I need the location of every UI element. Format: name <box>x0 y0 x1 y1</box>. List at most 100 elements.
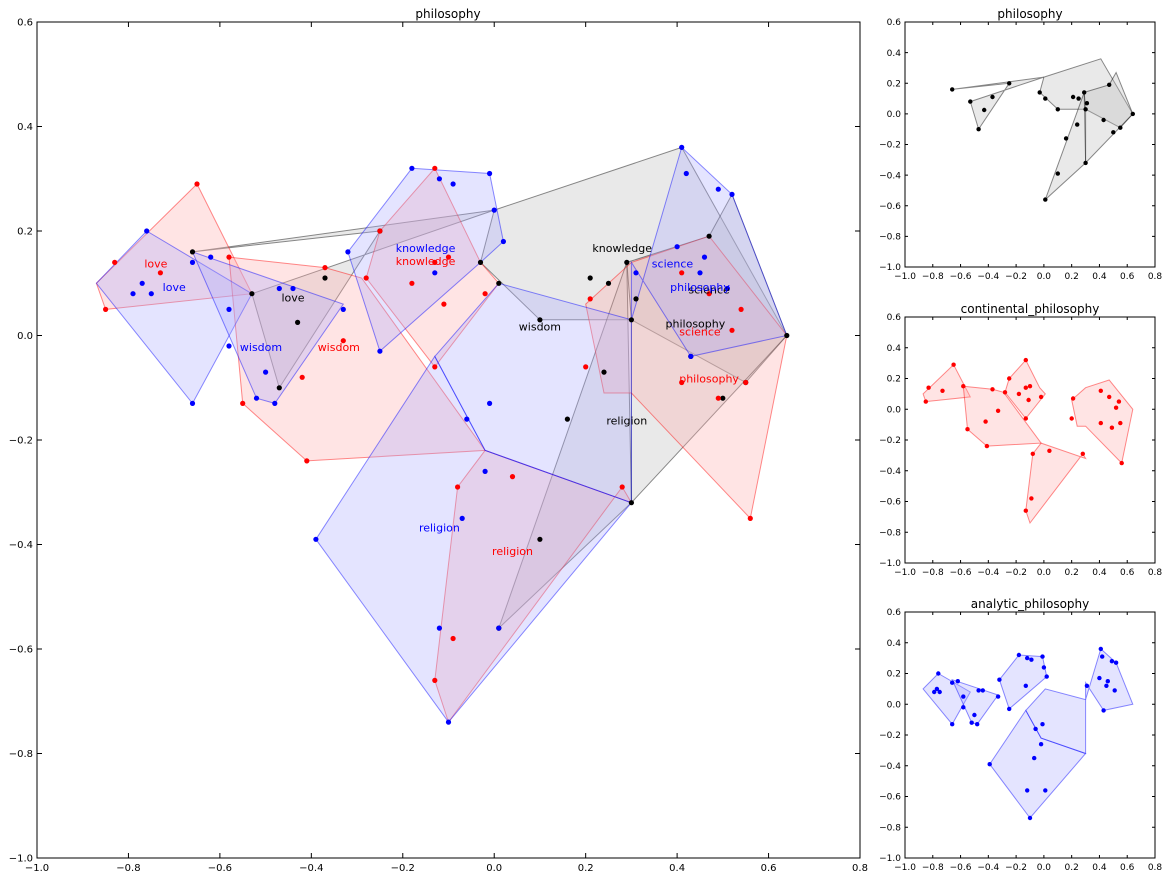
main-title: philosophy <box>415 7 480 21</box>
black-hull <box>952 76 1045 131</box>
blue-point <box>313 536 319 542</box>
blue-point <box>934 686 940 692</box>
black-point <box>1118 125 1123 130</box>
red-point <box>304 458 310 464</box>
red-point <box>995 408 1001 413</box>
blue-point <box>1023 683 1028 688</box>
black-point <box>1043 96 1048 101</box>
black-point <box>624 259 630 265</box>
black-point <box>537 536 543 542</box>
black-point <box>189 249 196 255</box>
x-tick-label: 0.2 <box>1065 568 1079 578</box>
red-point <box>679 270 685 276</box>
blue-point <box>1100 654 1105 659</box>
black-point <box>496 280 502 286</box>
red-hull <box>922 363 972 403</box>
red-point <box>1070 396 1076 401</box>
blue-point <box>1038 742 1044 747</box>
blue-point <box>969 720 974 725</box>
red-point <box>509 474 516 480</box>
red-point <box>990 387 995 392</box>
red-point <box>1109 425 1115 430</box>
black-point <box>1043 197 1048 202</box>
blue-point <box>1033 726 1038 732</box>
blue-point <box>450 181 456 187</box>
black-point <box>537 317 543 323</box>
blue-point <box>633 270 639 276</box>
blue-point <box>432 270 438 276</box>
black-point <box>1055 171 1061 176</box>
y-tick-label: 0.4 <box>887 639 902 649</box>
red-hull <box>585 235 788 520</box>
blue-point <box>482 468 488 474</box>
red-point <box>1030 451 1036 456</box>
blue-point <box>130 291 136 297</box>
blue-point <box>683 170 689 177</box>
blue-word-label: knowledge <box>396 242 456 255</box>
black-point <box>276 385 282 391</box>
red-point <box>738 306 744 312</box>
black-point <box>587 275 593 281</box>
blue-point <box>340 306 346 312</box>
blue-point <box>961 694 966 699</box>
y-tick-label: −0.8 <box>879 528 901 538</box>
blue-point <box>980 688 985 693</box>
blue-point <box>1025 788 1030 793</box>
blue-point <box>679 144 685 150</box>
blue-point <box>263 369 269 375</box>
red-point <box>961 384 966 389</box>
blue-point <box>1040 722 1045 727</box>
y-tick-label: −0.6 <box>879 498 901 508</box>
x-tick-label: 0.6 <box>1120 568 1135 578</box>
axes-frame <box>904 21 1156 268</box>
black-point <box>1083 160 1088 166</box>
x-tick-label: −0.2 <box>1005 272 1027 282</box>
blue-point <box>1104 683 1109 688</box>
blue-point <box>674 244 680 250</box>
x-tick-label: −1.0 <box>894 568 916 578</box>
x-tick-label: 0.2 <box>1065 863 1079 873</box>
black-point <box>1084 101 1090 106</box>
red-point <box>432 364 438 370</box>
red-point <box>926 385 931 390</box>
red-point <box>1023 385 1028 390</box>
black-point <box>976 127 981 132</box>
x-tick-label: 0.0 <box>1037 568 1052 578</box>
y-tick-label: −0.8 <box>879 233 901 243</box>
y-tick-label: −0.2 <box>879 731 901 741</box>
black-point <box>1082 90 1087 95</box>
plot-small-continental-philosophy: continental_philosophy −1.0 −0.8 −0.6 −0.4−… <box>879 302 1162 578</box>
blue-point <box>715 186 721 192</box>
blue-point <box>975 722 980 727</box>
blue-point <box>1029 657 1034 662</box>
blue-word-label: philosophy <box>670 281 730 294</box>
red-point <box>965 427 970 432</box>
red-point <box>715 395 721 401</box>
x-tick-label: −0.8 <box>922 272 944 282</box>
blue-point <box>729 191 735 197</box>
blue-hull <box>1025 688 1087 755</box>
blue-point <box>144 228 150 234</box>
black-point <box>1083 107 1088 112</box>
red-point <box>729 327 735 333</box>
x-tick-label: 0.2 <box>1065 272 1079 282</box>
red-point <box>455 484 461 490</box>
blue-point <box>226 343 232 349</box>
blue-point <box>995 694 1001 699</box>
red-word-label: religion <box>492 545 533 558</box>
blue-point <box>445 719 452 725</box>
red-point <box>747 515 753 522</box>
blue-point <box>189 259 196 265</box>
red-point <box>1119 460 1124 466</box>
red-point <box>240 400 246 406</box>
blue-point <box>409 165 415 171</box>
blue-point <box>290 285 296 292</box>
black-point <box>1063 136 1069 141</box>
black-hull <box>1044 92 1087 200</box>
black-point <box>1107 82 1112 88</box>
black-point <box>1055 107 1061 112</box>
blue-point <box>936 671 941 676</box>
blue-point <box>276 285 282 292</box>
blue-word-label: religion <box>419 521 460 534</box>
